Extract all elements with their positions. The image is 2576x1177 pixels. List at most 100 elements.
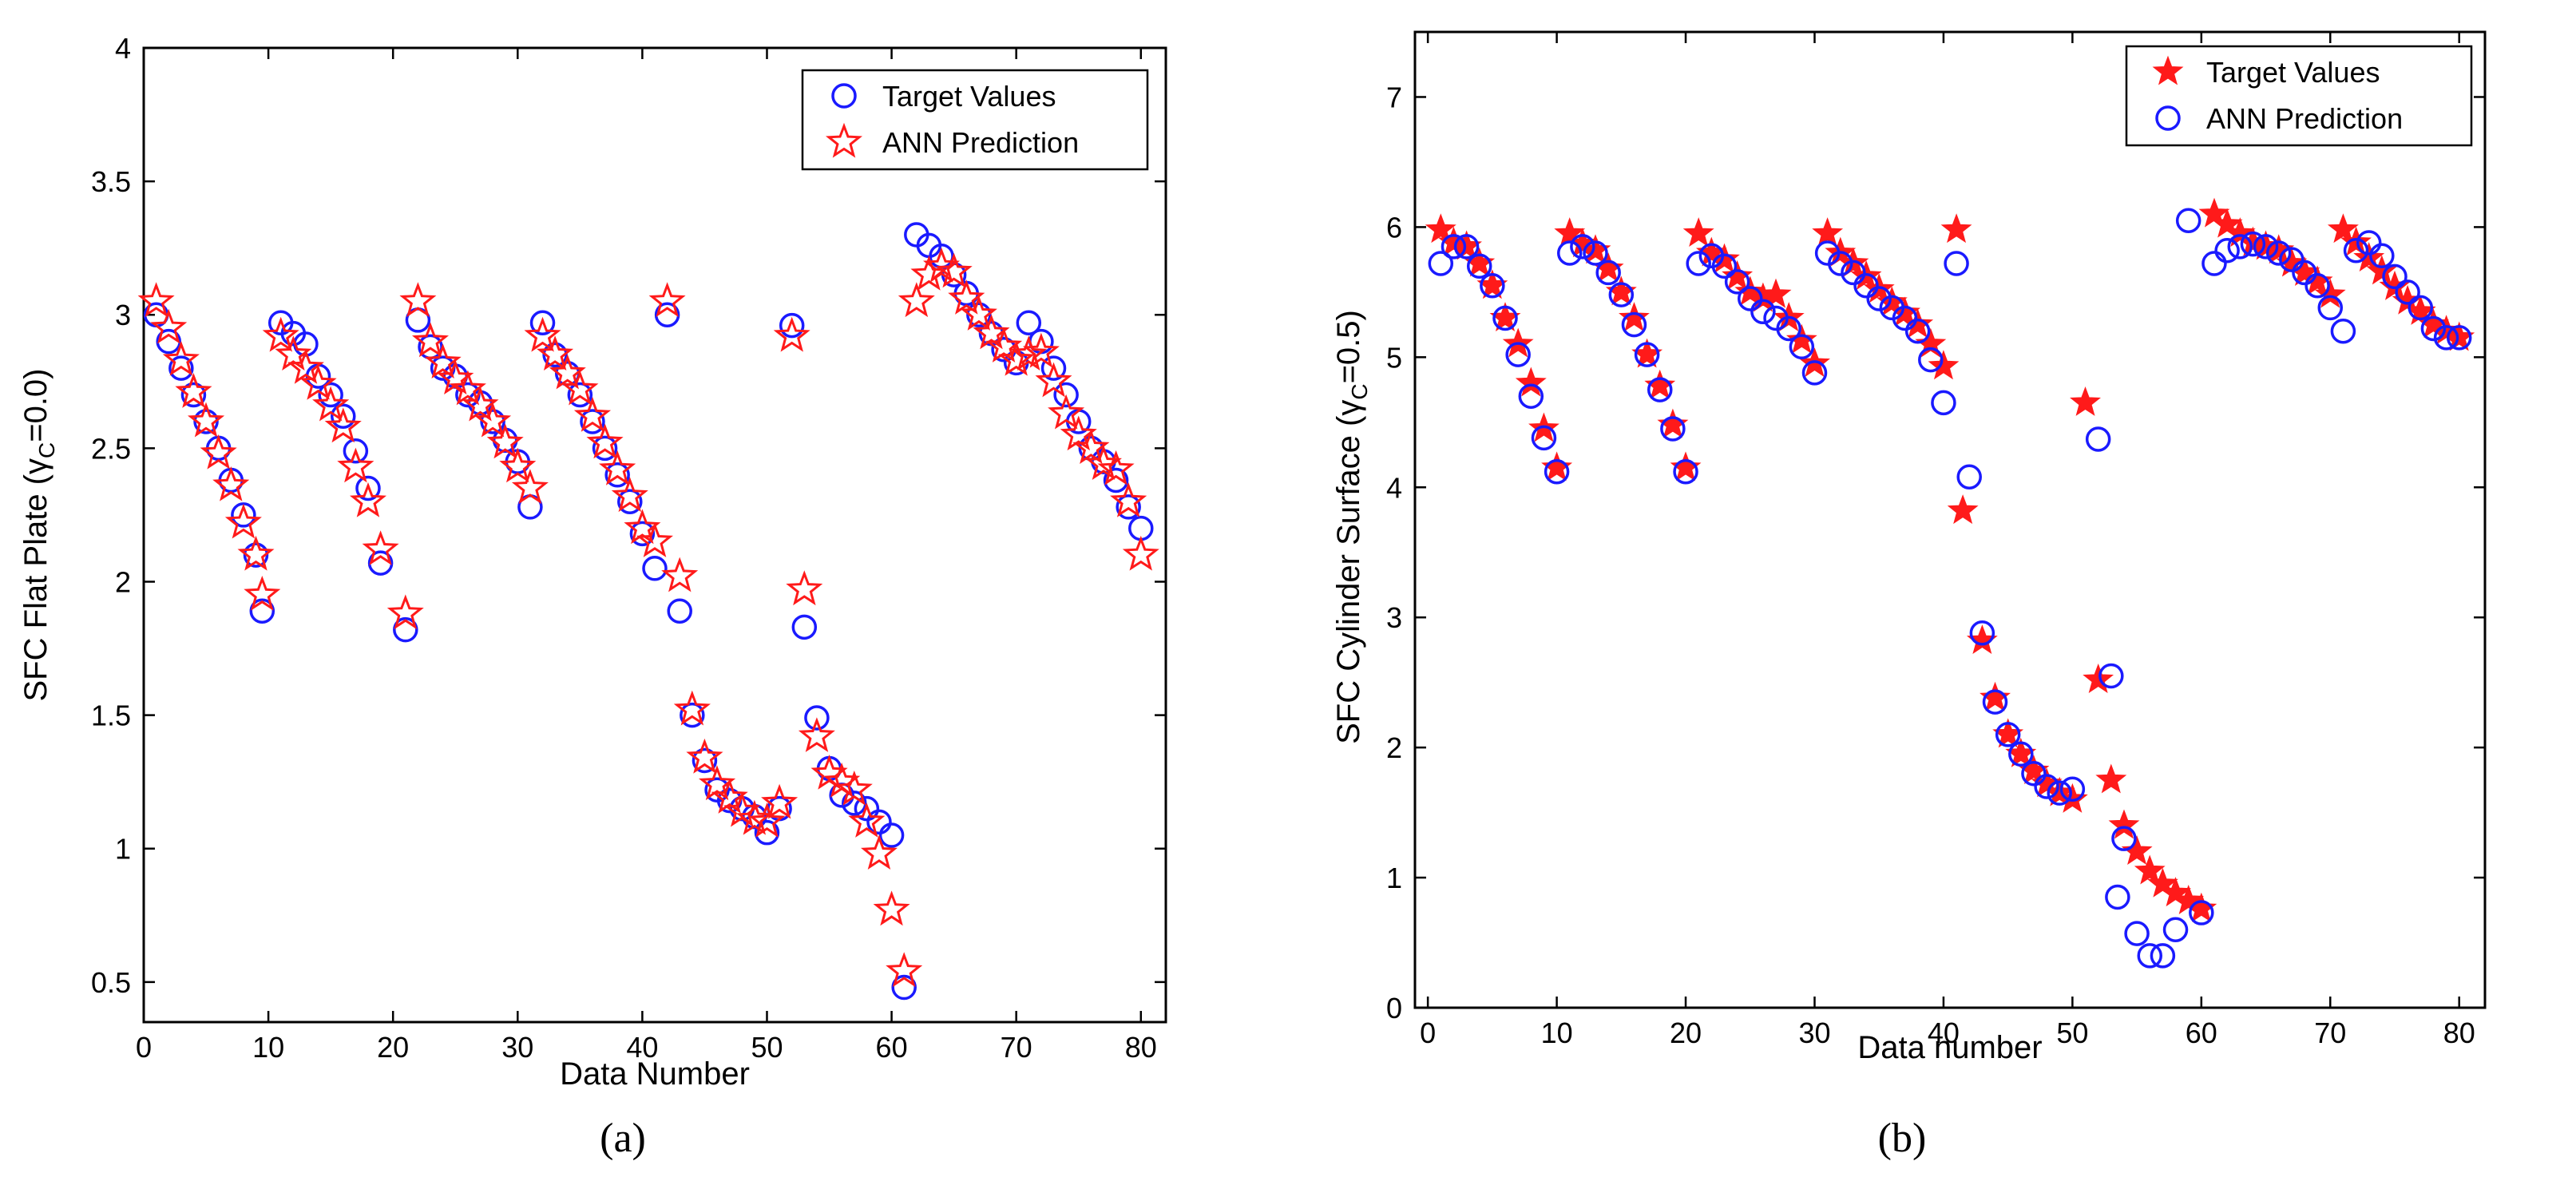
data-point <box>2279 247 2305 272</box>
data-point <box>287 348 324 384</box>
data-point <box>2227 234 2253 260</box>
data-point <box>2330 318 2356 344</box>
data-point <box>1915 327 1947 358</box>
data-point <box>1515 367 1547 397</box>
data-point <box>386 594 424 630</box>
x-tick-label: 20 <box>1670 1016 1702 1049</box>
data-point <box>804 705 830 731</box>
data-point <box>1760 278 1792 308</box>
data-point <box>561 370 599 406</box>
data-point <box>1709 243 1740 273</box>
data-point <box>474 402 512 438</box>
ticks-a: 0 10 20 30 40 50 60 70 80 0.5 1 1.5 2 2.5 3 3.5 4 <box>91 32 1166 1064</box>
data-point <box>624 509 661 545</box>
data-point <box>224 503 262 539</box>
data-point <box>2021 760 2047 787</box>
data-point <box>1544 458 1570 485</box>
data-point <box>2201 251 2227 276</box>
x-tick-label: 70 <box>1001 1031 1032 1064</box>
data-point <box>592 435 618 462</box>
data-point <box>2105 884 2130 910</box>
data-point <box>524 316 561 352</box>
y-tick-label: 1 <box>115 833 131 866</box>
data-point <box>1040 355 1067 381</box>
data-point <box>1595 260 1621 286</box>
data-point <box>549 354 586 390</box>
data-point <box>1918 347 1944 373</box>
data-point <box>573 397 612 432</box>
data-point <box>878 822 905 848</box>
data-point <box>886 952 923 988</box>
data-point <box>187 402 225 438</box>
data-point <box>661 557 699 592</box>
data-point <box>1110 482 1147 517</box>
data-point <box>1956 464 1982 489</box>
data-point <box>2240 231 2266 257</box>
data-point <box>1583 240 1608 266</box>
data-point <box>1673 458 1698 485</box>
data-point <box>462 386 499 422</box>
data-point <box>1660 416 1686 442</box>
data-point <box>2340 226 2372 256</box>
data-point <box>2085 426 2111 452</box>
data-point <box>629 521 656 547</box>
data-point <box>2263 234 2295 264</box>
data-point <box>997 340 1035 376</box>
data-point <box>1441 234 1467 260</box>
data-point <box>580 409 605 434</box>
data-point <box>1531 425 1557 451</box>
data-point <box>2317 295 2344 321</box>
x-tick-label: 30 <box>501 1031 533 1064</box>
data-point <box>599 450 636 485</box>
data-point <box>1866 286 1892 311</box>
data-point <box>791 614 818 640</box>
data-point <box>393 616 418 643</box>
data-point <box>1738 286 1763 311</box>
data-point <box>244 575 281 611</box>
y-axis-label-b: SFC Cylinder Surface (γC=0.5) <box>1331 310 1372 744</box>
data-point <box>686 738 723 774</box>
data-point <box>2292 260 2317 286</box>
x-tick-label: 30 <box>1798 1016 1830 1049</box>
series-ann-prediction <box>137 247 1159 988</box>
data-point <box>1841 260 1866 286</box>
data-point <box>2305 272 2330 299</box>
y-tick-label: 5 <box>1386 341 1402 374</box>
data-point <box>586 423 624 459</box>
legend-marker <box>825 122 863 158</box>
data-point <box>411 322 450 358</box>
legend-marker <box>831 83 857 109</box>
data-point <box>499 447 537 483</box>
data-point <box>349 482 387 517</box>
series-target-values <box>1425 197 2475 922</box>
x-axis-label-a: Data Number <box>560 1056 750 1092</box>
x-axis-label-b: Data number <box>1857 1030 2042 1065</box>
data-point <box>1619 302 1650 331</box>
data-point <box>168 355 194 381</box>
data-point <box>2343 237 2369 264</box>
y-tick-label: 1.5 <box>91 699 131 732</box>
legend-label: ANN Prediction <box>882 126 1079 159</box>
legend-marker <box>2155 105 2181 131</box>
y-tick-label: 0 <box>1386 992 1402 1024</box>
data-point <box>511 469 549 505</box>
data-point <box>1647 377 1673 402</box>
data-point <box>1969 620 1995 646</box>
data-point <box>2059 776 2086 802</box>
data-point <box>2047 780 2072 806</box>
data-point <box>2124 921 2150 946</box>
y-tick-label: 4 <box>1386 471 1402 504</box>
data-point <box>1048 394 1085 430</box>
data-point <box>1695 236 1727 267</box>
legend-b: Target Values ANN Prediction <box>2125 45 2473 147</box>
data-point <box>1505 342 1531 367</box>
data-point <box>362 530 399 566</box>
data-point <box>542 342 568 368</box>
data-point <box>2369 243 2395 268</box>
data-point <box>367 550 394 576</box>
x-tick-label: 80 <box>1125 1031 1157 1064</box>
x-tick-label: 80 <box>2443 1016 2475 1049</box>
data-point <box>1605 275 1637 306</box>
data-point <box>1682 217 1714 248</box>
